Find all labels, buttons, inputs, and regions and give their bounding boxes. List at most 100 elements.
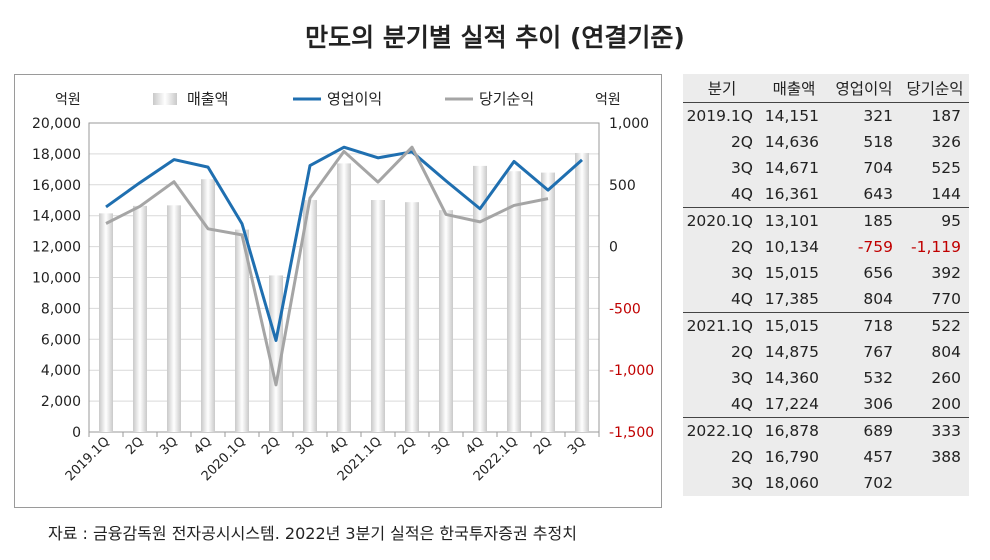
bar-revenue [167, 205, 181, 432]
y-left-tick-label: 10,000 [32, 271, 81, 287]
table-row: 2Q 14,636 518 326 [683, 129, 969, 155]
table-cell: 326 [901, 129, 969, 155]
legend-label: 영업이익 [327, 90, 382, 108]
legend-label: 당기순익 [479, 90, 534, 108]
table-cell: 95 [901, 207, 969, 234]
x-tick-label: 2Q [259, 434, 283, 458]
table-cell: 2020.1Q [683, 207, 761, 234]
bar-revenue [133, 205, 147, 432]
table-cell: 457 [827, 444, 901, 470]
y-left-tick-label: 18,000 [32, 147, 81, 163]
table-cell: 643 [827, 181, 901, 208]
table-row: 2Q 16,790 457 388 [683, 444, 969, 470]
y-right-tick-label: -1,000 [609, 363, 654, 379]
line-operating-profit [105, 145, 583, 342]
y-right-tick-label: 500 [609, 178, 636, 194]
x-tick-label: 2Q [123, 434, 147, 458]
table-cell: 10,134 [761, 234, 827, 260]
bar-revenue [507, 171, 521, 432]
table-cell: 14,671 [761, 155, 827, 181]
table-row: 3Q 18,060 702 [683, 470, 969, 496]
table-header-row: 분기 매출액 영업이익 당기순익 [683, 74, 969, 103]
table-cell: -1,119 [901, 234, 969, 260]
table-cell [901, 470, 969, 496]
table-cell: 804 [901, 339, 969, 365]
footnote: 자료 : 금융감독원 전자공시시스템. 2022년 3분기 실적은 한국투자증권… [48, 524, 577, 543]
y-right-tick-label: 1,000 [609, 116, 649, 132]
table-cell: 14,360 [761, 365, 827, 391]
table-row: 2Q 10,134 -759 -1,119 [683, 234, 969, 260]
bar-revenue [575, 152, 589, 432]
table-row: 2019.1Q 14,151 321 187 [683, 102, 969, 129]
bar-revenue [201, 179, 215, 432]
line-net-income [105, 145, 549, 387]
table-cell: 144 [901, 181, 969, 208]
table-cell: 14,151 [761, 102, 827, 129]
table-row: 3Q 14,360 532 260 [683, 365, 969, 391]
x-tick-label: 2019.1Q [63, 434, 113, 484]
x-tick-label: 4Q [327, 434, 351, 458]
x-tick-label: 2Q [531, 434, 555, 458]
table-cell: 333 [901, 417, 969, 444]
combo-chart: 0 2,000 4,000 6,000 8,000 10,000 12,000 14,000 1… [32, 90, 654, 484]
y-left-tick-label: 6,000 [41, 332, 81, 348]
y-left-tick-label: 12,000 [32, 240, 81, 256]
chart-frame: 0 2,000 4,000 6,000 8,000 10,000 12,000 14,000 1… [14, 74, 662, 508]
table-cell: 518 [827, 129, 901, 155]
table-cell: 14,875 [761, 339, 827, 365]
table-cell: 200 [901, 391, 969, 418]
data-table: 분기 매출액 영업이익 당기순익 2019.1Q 14,151 321 187 2Q 14,63… [683, 74, 969, 496]
table-cell: 2022.1Q [683, 417, 761, 444]
bar-revenue [303, 200, 317, 432]
table-cell: 4Q [683, 286, 761, 313]
table-cell: 718 [827, 312, 901, 339]
table-cell: 15,015 [761, 312, 827, 339]
table-cell: 16,878 [761, 417, 827, 444]
table-cell: 185 [827, 207, 901, 234]
bar-revenue [235, 229, 249, 432]
table-cell: 392 [901, 260, 969, 286]
table-cell: 656 [827, 260, 901, 286]
table-header-cell: 당기순익 [901, 74, 969, 103]
table-cell: 522 [901, 312, 969, 339]
table-cell: 689 [827, 417, 901, 444]
y-left-tick-label: 14,000 [32, 209, 81, 225]
table-cell: 3Q [683, 470, 761, 496]
table-cell: 388 [901, 444, 969, 470]
table-row: 4Q 16,361 643 144 [683, 181, 969, 208]
table-header-cell: 영업이익 [827, 74, 901, 103]
y-left-tick-label: 20,000 [32, 116, 81, 132]
table-cell: 4Q [683, 181, 761, 208]
y-left-tick-label: 16,000 [32, 178, 81, 194]
x-tick-label: 2Q [395, 434, 419, 458]
table-cell: 15,015 [761, 260, 827, 286]
table-cell: 2Q [683, 339, 761, 365]
y-right-tick-label: -1,500 [609, 425, 654, 441]
table-cell: 187 [901, 102, 969, 129]
legend-swatch-revenue [153, 93, 177, 105]
x-tick-label: 3Q [293, 434, 317, 458]
table-cell: 2021.1Q [683, 312, 761, 339]
table-cell: 2Q [683, 129, 761, 155]
bar-revenue [439, 210, 453, 432]
y-left-unit: 억원 [55, 92, 81, 108]
table-header-cell: 매출액 [761, 74, 827, 103]
table-cell: 321 [827, 102, 901, 129]
table-cell: 2Q [683, 444, 761, 470]
y-right-tick-label: -500 [609, 301, 641, 317]
table-cell: 18,060 [761, 470, 827, 496]
data-table-panel: 분기 매출액 영업이익 당기순익 2019.1Q 14,151 321 187 2Q 14,63… [683, 74, 969, 496]
table-cell: 767 [827, 339, 901, 365]
table-cell: 17,224 [761, 391, 827, 418]
y-left-tick-label: 4,000 [41, 363, 81, 379]
bar-revenue [99, 213, 113, 432]
table-cell: 532 [827, 365, 901, 391]
table-cell: -759 [827, 234, 901, 260]
table-cell: 525 [901, 155, 969, 181]
x-tick-label: 3Q [565, 434, 589, 458]
table-row: 4Q 17,224 306 200 [683, 391, 969, 418]
table-cell: 2019.1Q [683, 102, 761, 129]
table-cell: 260 [901, 365, 969, 391]
y-left-tick-label: 2,000 [41, 394, 81, 410]
bar-revenue [405, 202, 419, 432]
